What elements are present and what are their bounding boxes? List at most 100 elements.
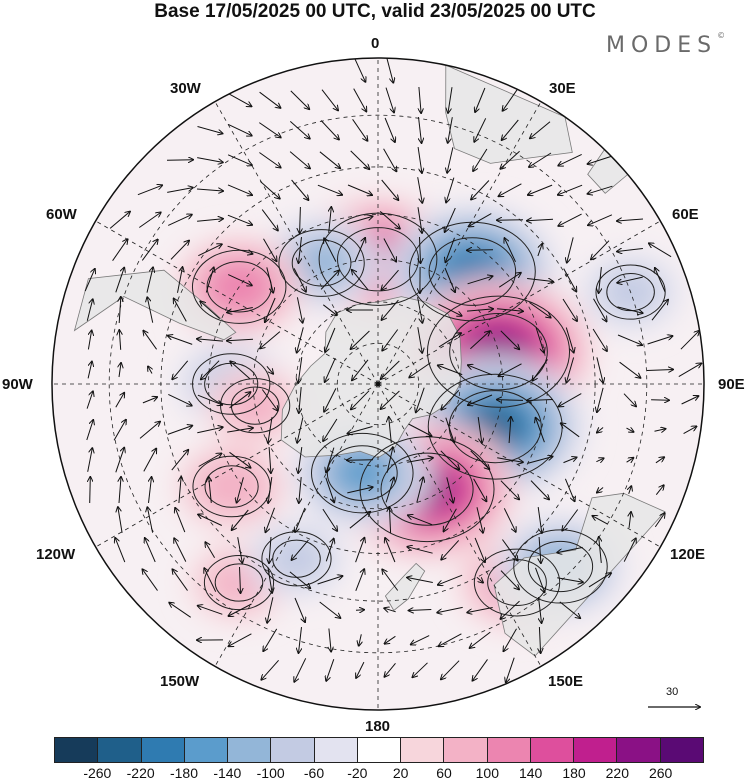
wind-arrow: [588, 155, 613, 164]
wind-arrow: [348, 426, 373, 434]
wind-arrow: [417, 207, 422, 233]
wind-arrow: [593, 516, 608, 525]
wind-arrow: [167, 215, 192, 226]
anomaly-contour-line: [449, 312, 548, 391]
wind-arrow: [539, 536, 541, 563]
wind-arrow: [419, 117, 422, 143]
wind-arrow: [325, 477, 334, 503]
wind-arrow: [119, 477, 121, 504]
wind-arrow: [88, 331, 91, 350]
wind-arrow: [529, 302, 550, 318]
colorbar-segment: [660, 737, 704, 763]
wind-arrow: [86, 299, 92, 321]
colorbar-segment: [401, 737, 445, 763]
wind-arrow: [649, 243, 672, 258]
wind-arrow: [293, 268, 306, 291]
wind-arrow: [141, 240, 157, 261]
colorbar-tick-label: 20: [392, 765, 409, 781]
wind-arrow: [299, 237, 302, 263]
wind-arrow: [382, 329, 399, 351]
wind-arrow: [289, 571, 310, 588]
wind-arrow: [381, 179, 399, 200]
wind-arrow: [383, 148, 397, 172]
wind-arrow: [629, 486, 632, 494]
wind-arrow: [476, 577, 483, 582]
colorbar-tick-label: -60: [303, 765, 325, 781]
wind-arrow: [623, 538, 636, 562]
wind-arrow: [500, 150, 520, 169]
lon-label-150w: 150W: [160, 673, 200, 690]
wind-arrow: [86, 391, 93, 409]
meridian-line: [95, 383, 379, 548]
wind-arrow: [468, 365, 493, 376]
wind-arrow: [196, 189, 223, 191]
wind-arrow: [384, 608, 396, 612]
wind-arrow: [267, 567, 272, 593]
wind-arrow: [351, 390, 370, 410]
wind-arrow: [240, 566, 241, 593]
wind-arrow: [417, 297, 423, 323]
wind-arrow: [437, 606, 463, 612]
wind-arrow: [227, 245, 253, 254]
wind-arrow: [654, 513, 664, 528]
meridian-line: [214, 101, 379, 385]
lon-label-60e: 60E: [672, 206, 699, 223]
wind-arrow: [237, 477, 244, 502]
wind-arrow: [197, 219, 223, 222]
wind-arrow: [503, 89, 518, 110]
wind-arrow: [407, 458, 433, 463]
australia-landmass: [493, 492, 666, 657]
wind-arrow: [417, 327, 422, 353]
wind-arrow: [326, 447, 335, 473]
wind-arrow: [409, 610, 432, 611]
wind-arrow: [268, 477, 273, 503]
wind-arrow: [497, 457, 523, 462]
wind-arrow: [385, 538, 396, 563]
wind-arrow: [473, 478, 487, 502]
wind-arrow: [90, 477, 91, 504]
wind-arrow: [535, 567, 545, 592]
wind-arrow: [198, 454, 222, 467]
colorbar-segment: [98, 737, 142, 763]
meridian-line: [377, 220, 661, 385]
wind-arrow: [473, 659, 488, 680]
wind-arrow: [147, 297, 154, 323]
wind-arrow: [409, 362, 431, 378]
wind-arrow: [355, 610, 364, 611]
wind-arrow: [198, 244, 221, 257]
wind-arrow: [680, 331, 699, 350]
wind-arrow: [167, 188, 193, 193]
wind-arrow: [413, 662, 428, 677]
latitude-circle: [252, 258, 504, 510]
wind-arrow: [527, 457, 553, 464]
wind-arrow: [167, 426, 192, 435]
wind-arrow: [169, 603, 191, 618]
wind-arrow: [197, 126, 223, 134]
wind-arrow: [500, 480, 519, 500]
wind-arrow: [205, 542, 216, 558]
wind-arrow: [352, 359, 369, 380]
lon-label-120w: 120W: [36, 546, 76, 563]
wind-arrow: [597, 428, 604, 433]
wind-arrow: [651, 300, 668, 321]
wind-arrow: [527, 400, 554, 401]
anomaly-contour-line: [527, 540, 594, 593]
wind-arrow: [389, 417, 392, 443]
wind-arrow: [562, 509, 579, 531]
wind-arrow: [168, 336, 193, 345]
map-boundary: [51, 57, 705, 711]
colorbar-segment: [271, 737, 315, 763]
wind-arrow: [474, 537, 485, 562]
colorbar-tick-label: 220: [605, 765, 630, 781]
wind-arrow: [174, 538, 187, 562]
wind-arrow: [563, 457, 577, 464]
wind-arrow: [355, 538, 365, 563]
wind-arrow: [86, 420, 93, 441]
wind-arrow: [87, 362, 92, 379]
wind-arrow: [109, 212, 130, 229]
wind-arrow: [379, 211, 400, 228]
wind-arrow: [294, 597, 305, 622]
meridian-line: [214, 383, 379, 667]
colorbar-tick-label: -180: [169, 765, 199, 781]
